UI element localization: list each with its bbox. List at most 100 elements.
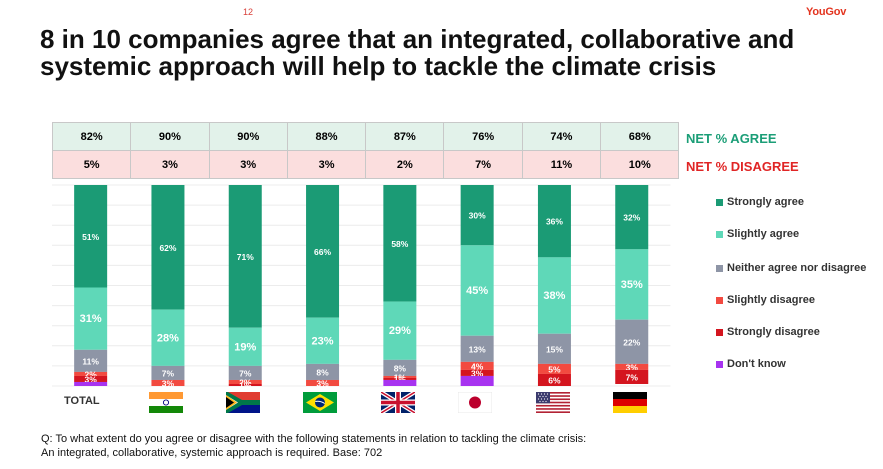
data-label: 22% xyxy=(623,337,640,347)
bar-segment-strongly-agree xyxy=(615,185,649,250)
data-label: 32% xyxy=(623,213,640,223)
data-label: 8% xyxy=(316,367,329,377)
net-table: 82% 90% 90% 88% 87% 76% 74% 68% 5% 3% 3%… xyxy=(51,122,680,179)
india-flag-icon xyxy=(149,392,183,413)
data-label: 3% xyxy=(471,368,484,378)
bar-segment-slightly-agree xyxy=(460,245,494,336)
net-disagree-label: NET % DISAGREE xyxy=(686,159,799,174)
data-label: 13% xyxy=(469,344,486,354)
bar-segment-strongly-agree xyxy=(151,185,185,310)
bar-segment-strongly-disagree xyxy=(228,383,262,386)
bar-segment-slightly-disagree xyxy=(228,379,262,384)
net-agree-cell: 90% xyxy=(130,122,210,151)
bar-segment-slightly-disagree xyxy=(306,379,340,386)
data-label: 71% xyxy=(237,252,254,262)
bar-segment-neither xyxy=(615,319,649,364)
south-africa-flag-icon xyxy=(226,392,260,413)
germany-flag-icon xyxy=(613,392,647,413)
legend-swatch xyxy=(716,265,723,272)
net-disagree-row: 5% 3% 3% 3% 2% 7% 11% 10% xyxy=(51,150,680,179)
net-disagree-cell: 2% xyxy=(365,150,445,179)
brazil-flag-icon xyxy=(303,392,337,413)
bar-segment-strongly-agree xyxy=(537,185,571,258)
data-label: 31% xyxy=(80,313,102,325)
net-disagree-cell: 3% xyxy=(286,150,367,179)
data-label: 1% xyxy=(239,380,252,390)
net-agree-cell: 82% xyxy=(51,122,132,151)
data-label: 8% xyxy=(394,363,407,373)
legend-label: Don't know xyxy=(727,358,786,370)
bar-segment-strongly-agree xyxy=(383,185,417,302)
data-label: 7% xyxy=(626,372,639,382)
bar-segment-neither xyxy=(537,333,571,364)
page-number: 12 xyxy=(243,7,254,17)
bar-segment-dont-know xyxy=(74,381,108,386)
data-label: 35% xyxy=(621,279,643,291)
data-label: 7% xyxy=(239,368,252,378)
bar-segment-slightly-disagree xyxy=(537,363,571,374)
bar-segment-slightly-disagree xyxy=(151,379,185,386)
net-disagree-cell: 3% xyxy=(130,150,210,179)
data-label: 7% xyxy=(162,368,175,378)
net-disagree-cell: 11% xyxy=(521,150,602,179)
legend-label: Strongly disagree xyxy=(727,326,820,338)
data-label: 1% xyxy=(394,372,407,382)
data-label: 45% xyxy=(466,285,488,297)
footnote-base: An integrated, collaborative, systemic a… xyxy=(41,447,383,459)
bar-segment-neither xyxy=(228,365,262,380)
data-label: 3% xyxy=(85,374,98,384)
net-agree-cell: 68% xyxy=(600,122,680,151)
legend-swatch xyxy=(716,361,723,368)
legend-swatch xyxy=(716,297,723,304)
bar-segment-slightly-agree xyxy=(228,327,262,366)
data-label: 6% xyxy=(548,375,561,385)
bar-segment-strongly-disagree xyxy=(460,369,494,376)
data-label: 28% xyxy=(157,332,179,344)
bar-segment-slightly-agree xyxy=(306,317,340,364)
net-disagree-cell: 7% xyxy=(443,150,523,179)
net-agree-label: NET % AGREE xyxy=(686,131,777,146)
bar-segment-neither xyxy=(74,349,108,372)
legend-label: Neither agree nor disagree xyxy=(727,262,867,274)
data-label: 2% xyxy=(239,377,252,387)
data-label: 51% xyxy=(82,232,99,242)
data-label: 66% xyxy=(314,247,331,257)
data-label: 4% xyxy=(471,361,484,371)
data-label: 11% xyxy=(82,356,99,366)
bar-segment-strongly-disagree xyxy=(74,375,108,382)
japan-flag-icon xyxy=(458,392,492,413)
bar-segment-dont-know xyxy=(383,379,417,386)
data-label: 3% xyxy=(626,362,639,372)
uk-flag-icon xyxy=(381,392,415,413)
net-agree-cell: 76% xyxy=(443,122,523,151)
data-label: 3% xyxy=(162,378,175,388)
bar-segment-neither xyxy=(306,363,340,380)
bar-segment-neither xyxy=(460,335,494,362)
usa-flag-icon xyxy=(536,392,570,413)
bar-segment-strongly-disagree xyxy=(615,369,649,384)
data-label: 36% xyxy=(546,217,563,227)
net-agree-cell: 90% xyxy=(208,122,288,151)
data-label: 30% xyxy=(469,211,486,221)
bar-segment-neither xyxy=(383,359,417,376)
data-label: 15% xyxy=(546,344,563,354)
footnote-question: Q: To what extent do you agree or disagr… xyxy=(41,433,587,445)
bar-segment-strongly-agree xyxy=(460,185,494,246)
net-disagree-cell: 3% xyxy=(208,150,288,179)
bar-segment-strongly-agree xyxy=(306,185,340,318)
bar-segment-slightly-agree xyxy=(537,257,571,334)
data-label: 2% xyxy=(85,369,98,379)
bar-segment-strongly-agree xyxy=(228,185,262,328)
data-label: 58% xyxy=(391,239,408,249)
data-label: 62% xyxy=(159,243,176,253)
net-agree-cell: 87% xyxy=(365,122,445,151)
legend-swatch xyxy=(716,199,723,206)
data-label: 38% xyxy=(543,290,565,302)
bar-segment-slightly-disagree xyxy=(460,361,494,370)
net-disagree-cell: 10% xyxy=(600,150,680,179)
footnote: Q: To what extent do you agree or disagr… xyxy=(41,432,586,460)
legend-swatch xyxy=(716,329,723,336)
bar-segment-slightly-agree xyxy=(74,287,108,350)
legend-label: Strongly agree xyxy=(727,196,805,208)
bar-segment-dont-know xyxy=(460,375,494,386)
